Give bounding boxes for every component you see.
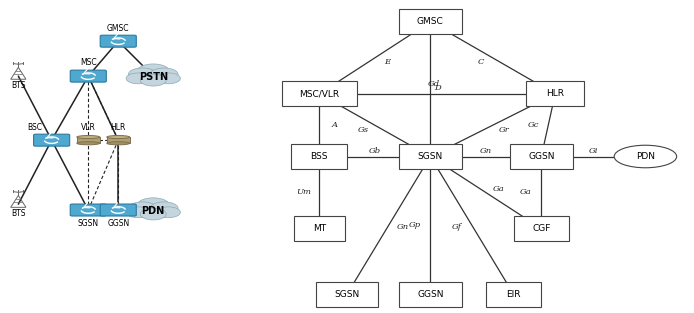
Text: GMSC: GMSC <box>417 18 443 26</box>
Text: HLR: HLR <box>110 123 126 132</box>
Circle shape <box>140 208 167 220</box>
Text: Gr: Gr <box>499 126 509 134</box>
FancyBboxPatch shape <box>70 204 106 216</box>
Text: BTS: BTS <box>11 81 26 90</box>
Text: E: E <box>384 58 390 66</box>
FancyBboxPatch shape <box>107 137 130 143</box>
Ellipse shape <box>107 136 130 139</box>
Text: MSC: MSC <box>80 59 96 68</box>
Text: GGSN: GGSN <box>417 290 443 299</box>
Text: Gb: Gb <box>369 147 381 155</box>
Circle shape <box>128 68 156 81</box>
Text: PDN: PDN <box>636 152 655 161</box>
FancyBboxPatch shape <box>100 204 136 216</box>
Text: Gd: Gd <box>428 80 440 88</box>
Text: MSC/VLR: MSC/VLR <box>299 90 339 98</box>
FancyBboxPatch shape <box>510 144 573 169</box>
Circle shape <box>137 198 169 212</box>
Text: SGSN: SGSN <box>418 152 443 161</box>
Text: PDN: PDN <box>142 206 165 216</box>
Text: Gf: Gf <box>452 223 462 231</box>
Circle shape <box>126 73 150 84</box>
Circle shape <box>137 64 169 78</box>
Text: SGSN: SGSN <box>78 219 99 228</box>
Circle shape <box>128 202 156 214</box>
FancyBboxPatch shape <box>399 282 462 307</box>
Text: VLR: VLR <box>81 123 96 132</box>
Text: Gn: Gn <box>480 147 492 155</box>
Text: HLR: HLR <box>546 90 564 98</box>
FancyBboxPatch shape <box>399 9 462 34</box>
Ellipse shape <box>77 142 100 145</box>
FancyBboxPatch shape <box>291 144 347 169</box>
FancyBboxPatch shape <box>282 81 357 106</box>
Circle shape <box>150 68 178 81</box>
Text: MT: MT <box>313 224 325 233</box>
Circle shape <box>156 207 180 218</box>
FancyBboxPatch shape <box>526 81 584 106</box>
Text: Um: Um <box>296 188 312 197</box>
Text: BTS: BTS <box>11 209 26 218</box>
Text: CGF: CGF <box>532 224 550 233</box>
FancyBboxPatch shape <box>33 134 69 146</box>
Ellipse shape <box>77 136 100 139</box>
FancyBboxPatch shape <box>294 216 344 241</box>
FancyBboxPatch shape <box>70 70 106 82</box>
Text: PSTN: PSTN <box>139 72 168 82</box>
FancyBboxPatch shape <box>316 282 378 307</box>
Text: SGSN: SGSN <box>335 290 359 299</box>
Ellipse shape <box>614 145 677 168</box>
Circle shape <box>126 207 150 218</box>
FancyBboxPatch shape <box>514 216 569 241</box>
FancyBboxPatch shape <box>399 144 462 169</box>
Text: Ga: Ga <box>493 185 505 192</box>
Text: A: A <box>332 121 337 129</box>
Text: Gi: Gi <box>589 147 598 155</box>
Ellipse shape <box>107 142 130 145</box>
Circle shape <box>140 74 167 86</box>
Text: Gn: Gn <box>397 223 409 231</box>
Text: GGSN: GGSN <box>528 152 555 161</box>
Circle shape <box>156 73 180 84</box>
Text: BSS: BSS <box>310 152 328 161</box>
Text: C: C <box>477 58 484 66</box>
Text: GGSN: GGSN <box>107 219 129 228</box>
Text: Gc: Gc <box>527 121 539 129</box>
FancyBboxPatch shape <box>486 282 541 307</box>
Text: GMSC: GMSC <box>107 23 130 33</box>
Text: D: D <box>434 84 441 92</box>
FancyBboxPatch shape <box>100 35 136 47</box>
Text: EIR: EIR <box>507 290 520 299</box>
Text: Gs: Gs <box>357 126 369 134</box>
Text: Gp: Gp <box>409 221 421 229</box>
Text: BSC: BSC <box>27 123 42 132</box>
Circle shape <box>150 202 178 214</box>
FancyBboxPatch shape <box>77 137 100 143</box>
Text: Ga: Ga <box>520 188 532 197</box>
